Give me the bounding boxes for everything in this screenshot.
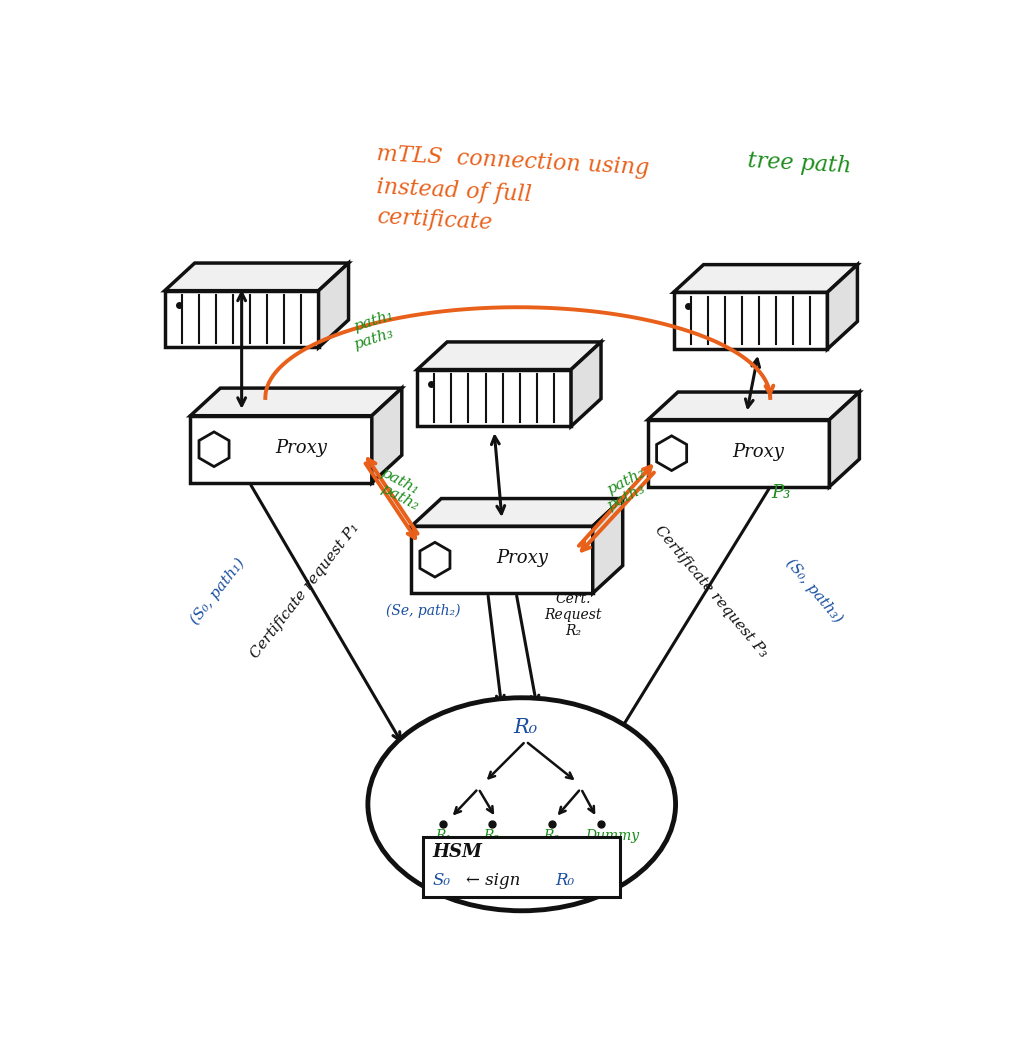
Polygon shape: [165, 263, 348, 291]
Polygon shape: [411, 526, 592, 594]
Polygon shape: [830, 392, 859, 487]
Polygon shape: [190, 388, 402, 415]
Text: path₁: path₁: [378, 466, 420, 497]
Ellipse shape: [367, 698, 676, 910]
Polygon shape: [417, 370, 571, 427]
Polygon shape: [648, 392, 859, 419]
Text: P₃: P₃: [771, 484, 790, 501]
Text: certificate: certificate: [376, 207, 493, 235]
Text: Certificate request P₁: Certificate request P₁: [247, 521, 361, 661]
Polygon shape: [674, 265, 857, 293]
Text: Certificate request P₃: Certificate request P₃: [652, 523, 771, 660]
Text: R₀: R₀: [556, 872, 575, 890]
Text: R₀: R₀: [514, 718, 538, 737]
Polygon shape: [423, 838, 620, 897]
Polygon shape: [648, 419, 830, 487]
Polygon shape: [411, 498, 623, 526]
Text: HSM: HSM: [433, 843, 483, 861]
Text: (S₀, path₁): (S₀, path₁): [188, 555, 248, 627]
Text: Dummy: Dummy: [585, 828, 639, 843]
Text: path₃: path₃: [352, 326, 395, 352]
Text: R₂: R₂: [484, 828, 500, 843]
Polygon shape: [674, 293, 828, 349]
Text: Cert.
Request
R₂: Cert. Request R₂: [545, 592, 602, 638]
Text: R₁: R₁: [435, 828, 451, 843]
Polygon shape: [592, 498, 623, 594]
Text: R₃: R₃: [544, 828, 560, 843]
Text: S₀: S₀: [433, 872, 451, 890]
Text: tree path: tree path: [746, 149, 851, 177]
Text: path₂: path₂: [605, 466, 647, 497]
Text: Proxy: Proxy: [275, 439, 327, 457]
Text: (Se, path₂): (Se, path₂): [386, 604, 460, 619]
Polygon shape: [372, 388, 402, 483]
Polygon shape: [319, 263, 348, 348]
Text: path₂: path₂: [378, 482, 420, 513]
Polygon shape: [165, 291, 319, 348]
Polygon shape: [417, 342, 601, 370]
Text: mTLS  connection using: mTLS connection using: [376, 143, 657, 180]
Polygon shape: [190, 415, 372, 483]
Text: path₃: path₃: [605, 482, 647, 513]
Text: Proxy: Proxy: [733, 442, 784, 461]
Polygon shape: [571, 342, 601, 427]
Polygon shape: [828, 265, 857, 349]
Text: instead of full: instead of full: [376, 176, 532, 207]
Text: ← sign: ← sign: [466, 872, 521, 890]
Text: (S₀, path₃): (S₀, path₃): [783, 556, 845, 626]
Text: path₁: path₁: [352, 308, 395, 334]
Text: Proxy: Proxy: [496, 549, 548, 567]
